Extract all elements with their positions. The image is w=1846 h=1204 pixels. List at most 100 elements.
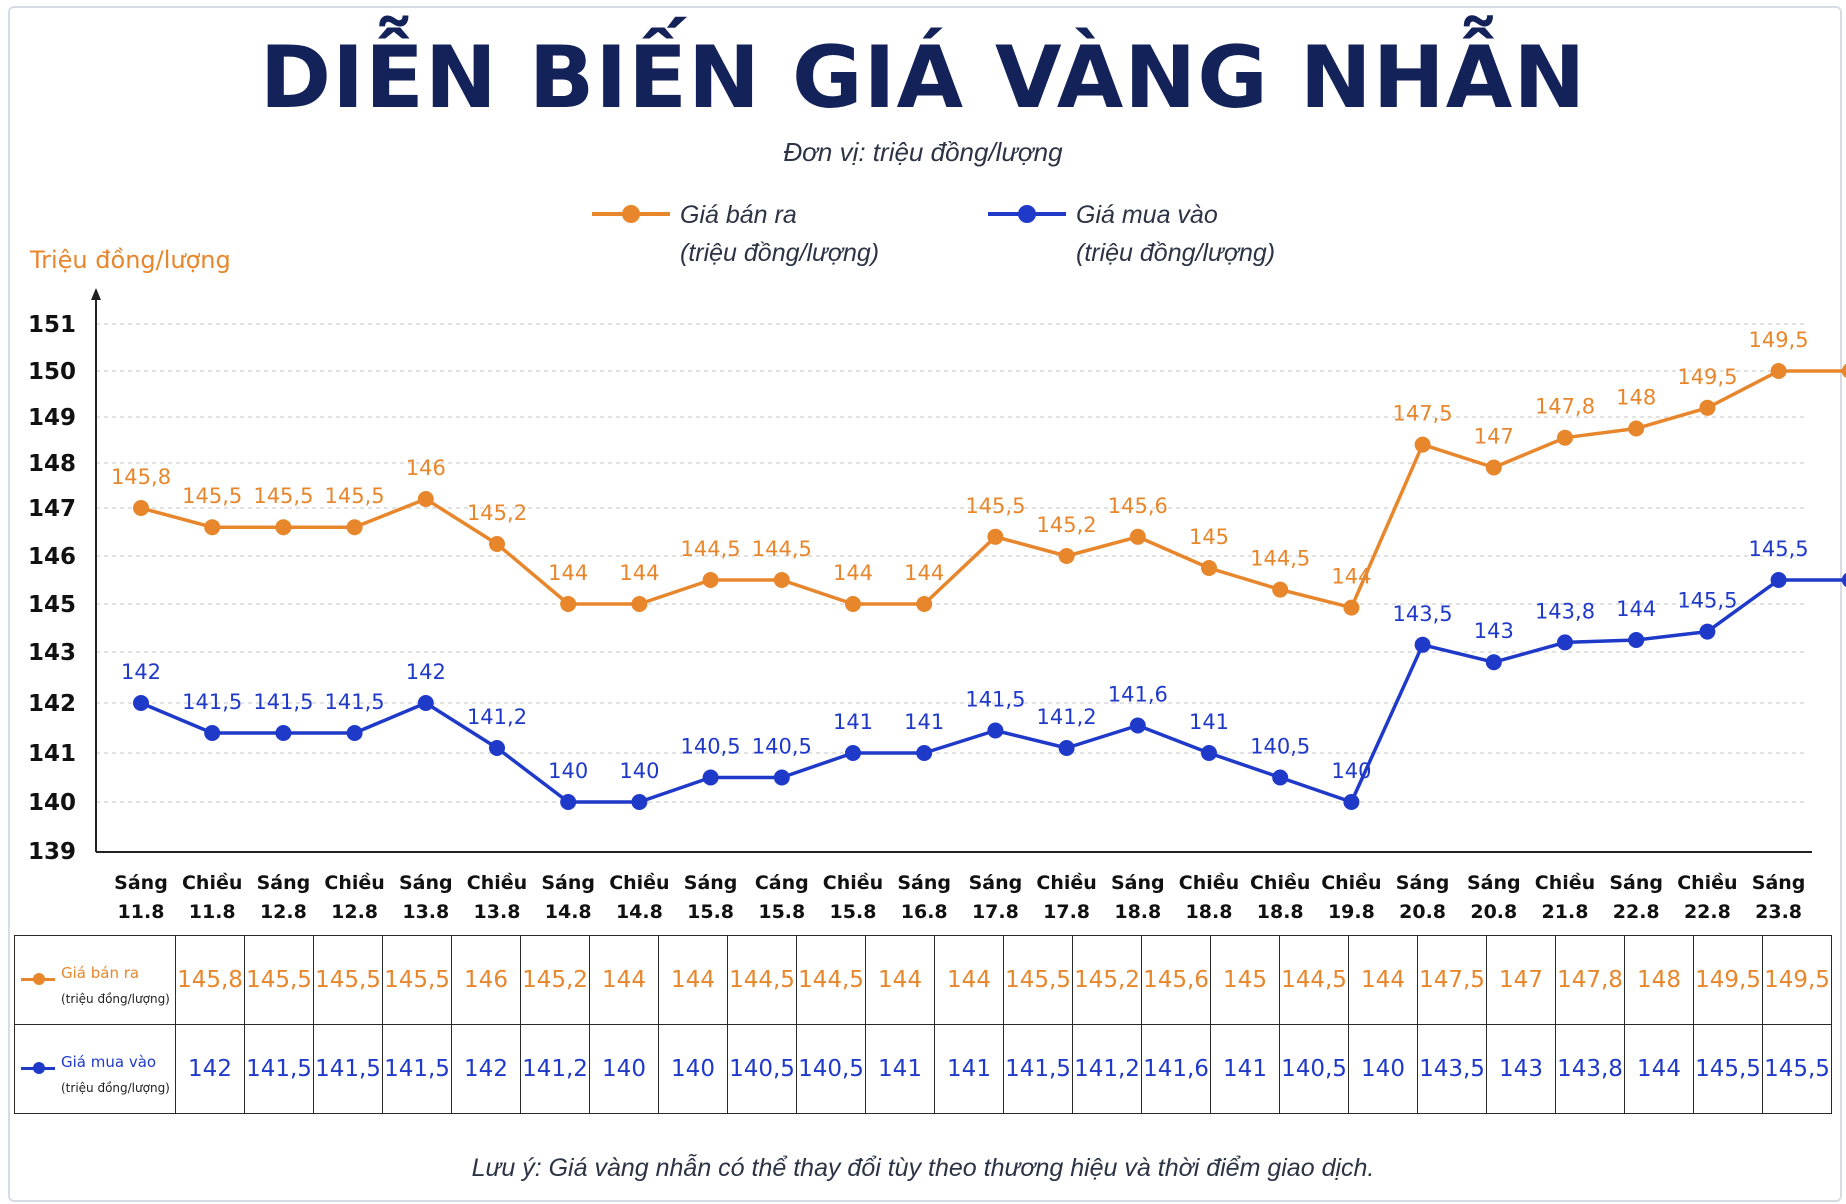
y-tick-label: 140 xyxy=(28,790,76,816)
sell-data-point xyxy=(1272,581,1289,598)
y-tick-label: 151 xyxy=(28,312,76,338)
sell-data-label: 145 xyxy=(1189,525,1229,549)
x-tick-date: 14.8 xyxy=(616,901,663,923)
y-tick-label: 150 xyxy=(28,359,76,385)
table-cell-sell: 144 xyxy=(589,935,659,1025)
sell-data-label: 144,5 xyxy=(1250,547,1310,571)
legend-buy: Giá mua vào (triệu đồng/lượng) xyxy=(988,196,1328,276)
buy-data-point xyxy=(1414,636,1431,653)
table-cell-buy: 144 xyxy=(1624,1024,1694,1114)
legend-sell-unit: (triệu đồng/lượng) xyxy=(680,239,880,267)
buy-data-label: 141,6 xyxy=(1108,683,1168,707)
sell-data-label: 145,5 xyxy=(325,484,385,508)
table-cell-sell: 145,5 xyxy=(244,935,314,1025)
buy-data-point xyxy=(773,769,790,786)
buy-data-point xyxy=(1485,654,1502,671)
table-cell-buy: 140 xyxy=(589,1024,659,1114)
x-tick-label: Sáng xyxy=(1111,872,1165,894)
table-cell-sell: 149,5 xyxy=(1762,935,1832,1025)
table-cell-buy: 140,5 xyxy=(727,1024,797,1114)
table-cell-sell: 144,5 xyxy=(796,935,866,1025)
x-tick-label: Sáng xyxy=(969,872,1023,894)
table-cell-sell: 145,8 xyxy=(175,935,245,1025)
page-title: DIỄN BIẾN GIÁ VÀNG NHẪN xyxy=(259,28,1587,128)
table-buy-unit: (triệu đồng/lượng) xyxy=(61,1081,170,1095)
sell-data-point xyxy=(133,500,149,516)
x-tick-label: Sáng xyxy=(1467,872,1521,894)
sell-data-point xyxy=(1414,436,1431,453)
buy-data-label: 143,5 xyxy=(1393,602,1453,626)
x-tick-date: 15.8 xyxy=(758,901,805,923)
table-cell-buy: 141,6 xyxy=(1141,1024,1211,1114)
x-tick-label: Chiều xyxy=(609,871,669,894)
sell-data-point xyxy=(1699,399,1716,416)
sell-data-label: 148 xyxy=(1616,386,1656,410)
buy-data-point xyxy=(987,722,1004,739)
table-cell-sell: 144,5 xyxy=(727,935,797,1025)
sell-data-point xyxy=(489,536,505,552)
sell-data-point xyxy=(845,596,861,612)
sell-data-point xyxy=(773,572,790,588)
legend-buy-line-icon xyxy=(988,205,1066,223)
buy-data-point xyxy=(1841,572,1846,588)
sell-data-label: 144 xyxy=(904,561,944,585)
sell-data-point xyxy=(1343,599,1360,616)
buy-data-label: 141,2 xyxy=(467,705,527,729)
table-buy-line-icon xyxy=(21,1062,55,1074)
x-tick-label: Chiều xyxy=(1535,871,1595,894)
buy-data-point xyxy=(1557,634,1573,651)
buy-data-point xyxy=(1770,572,1787,588)
x-tick-label: Chiều xyxy=(823,871,883,894)
y-axis-label: Triệu đồng/lượng xyxy=(29,246,231,274)
x-tick-label: Cáng xyxy=(755,872,809,894)
x-tick-date: 20.8 xyxy=(1399,901,1446,923)
legend-buy-name: Giá mua vào xyxy=(1076,201,1218,229)
sell-data-point xyxy=(346,519,363,536)
table-row-sell: Giá bán ra (triệu đồng/lượng) 145,8 145,5… xyxy=(14,935,1832,1025)
data-table: Giá bán ra (triệu đồng/lượng) 145,8 145,5… xyxy=(14,935,1832,1114)
buy-data-point xyxy=(845,745,861,761)
table-cell-buy: 141 xyxy=(865,1024,935,1114)
buy-data-point xyxy=(1201,745,1217,761)
y-tick-label: 142 xyxy=(28,691,76,717)
sell-data-point xyxy=(987,528,1004,545)
x-tick-date: 21.8 xyxy=(1542,901,1589,923)
sell-data-point xyxy=(1628,420,1645,437)
table-cell-buy: 143,5 xyxy=(1417,1024,1487,1114)
table-sell-name: Giá bán ra xyxy=(61,964,140,982)
sell-data-label: 144 xyxy=(1331,565,1371,589)
x-tick-date: 17.8 xyxy=(972,901,1019,923)
sell-data-label: 144 xyxy=(548,561,588,585)
footnote: Lưu ý: Giá vàng nhẫn có thể thay đổi tùy… xyxy=(471,1154,1375,1182)
x-tick-date: 17.8 xyxy=(1043,901,1090,923)
x-tick-label: Chiều xyxy=(324,871,384,894)
x-tick-date: 18.8 xyxy=(1114,901,1161,923)
x-tick-date: 19.8 xyxy=(1328,901,1375,923)
unit-subtitle: Đơn vị: triệu đồng/lượng xyxy=(783,137,1063,167)
x-tick-date: 15.8 xyxy=(687,901,734,923)
x-tick-date: 18.8 xyxy=(1257,901,1304,923)
table-cell-sell: 147 xyxy=(1486,935,1556,1025)
y-tick-label: 141 xyxy=(28,741,76,767)
y-tick-label: 145 xyxy=(28,592,76,618)
table-cell-sell: 145,5 xyxy=(382,935,452,1025)
table-cell-buy: 143 xyxy=(1486,1024,1556,1114)
table-cell-buy: 141,5 xyxy=(1003,1024,1073,1114)
buy-data-label: 140,5 xyxy=(752,735,812,759)
x-tick-date: 22.8 xyxy=(1684,901,1731,923)
sell-data-label: 144,5 xyxy=(681,537,741,561)
buy-data-label: 143 xyxy=(1474,619,1514,643)
sell-data-label: 149,5 xyxy=(1677,365,1737,389)
buy-data-point xyxy=(916,745,933,761)
buy-data-point xyxy=(1343,794,1360,810)
sell-data-label: 145,5 xyxy=(965,494,1025,518)
sell-data-point xyxy=(1058,548,1075,564)
x-tick-label: Sáng xyxy=(257,872,311,894)
x-tick-date: 15.8 xyxy=(830,901,877,923)
x-tick-date: 13.8 xyxy=(402,901,449,923)
buy-data-point xyxy=(275,725,292,741)
x-tick-label: Chiều xyxy=(1179,871,1239,894)
table-cell-buy: 143,8 xyxy=(1555,1024,1625,1114)
x-tick-date: 20.8 xyxy=(1470,901,1517,923)
buy-data-label: 141 xyxy=(1189,710,1229,734)
